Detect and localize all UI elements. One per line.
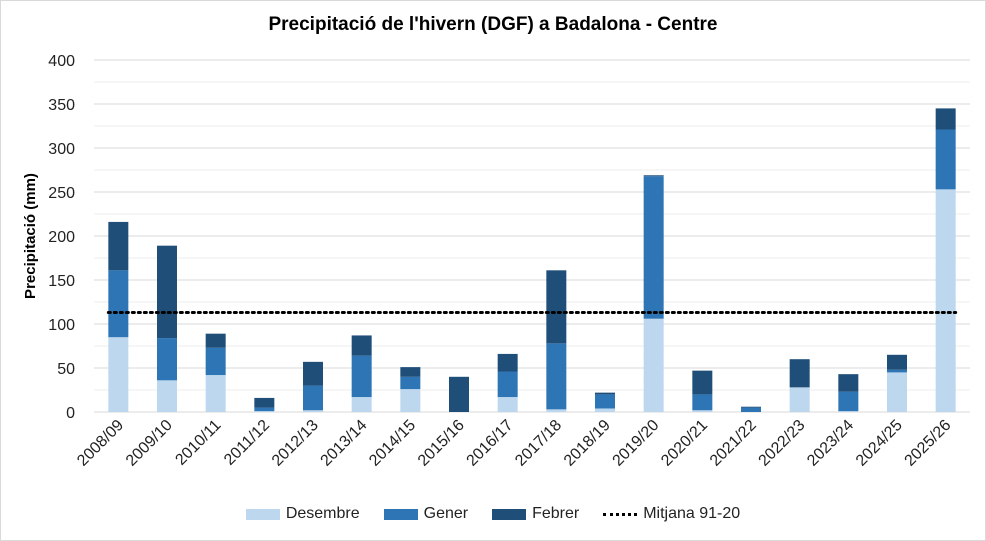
- bar-gener-2012-13: [303, 385, 323, 411]
- bar-desembre-2022-23: [789, 387, 810, 412]
- bar-febrer-2017-18: [546, 270, 567, 344]
- y-tick-label: 100: [48, 317, 75, 334]
- bar-febrer-2013-14: [351, 335, 372, 356]
- x-tick-label: 2024/25: [853, 417, 906, 470]
- x-tick-label: 2021/22: [707, 417, 760, 470]
- y-tick-label: 250: [48, 185, 75, 202]
- legend-label-desembre: Desembre: [285, 505, 360, 522]
- x-tick-label: 2012/13: [269, 417, 322, 470]
- y-tick-label: 300: [48, 141, 75, 158]
- legend-item-gener: Gener: [383, 505, 469, 523]
- bar-desembre-2016-17: [497, 397, 518, 412]
- y-tick-labels: 0 50 100 150 200 250 300 350 400: [48, 53, 75, 422]
- bar-gener-2020-21: [692, 394, 713, 411]
- bar-febrer-2024-25: [887, 354, 907, 370]
- bar-desembre-2020-21: [692, 410, 713, 412]
- x-tick-label: 2011/12: [221, 417, 273, 469]
- bar-desembre-2023-24: [838, 411, 859, 412]
- x-tick-label: 2016/17: [464, 417, 517, 470]
- bar-febrer-2018-19: [595, 392, 615, 395]
- legend-item-mitjana: Mitjana 91-20: [603, 505, 740, 523]
- bar-desembre-2013-14: [351, 397, 372, 412]
- bar-febrer-2014-15: [400, 367, 421, 377]
- bar-gener-2017-18: [546, 343, 567, 410]
- bar-febrer-2011-12: [254, 397, 275, 408]
- bar-febrer-2015-16: [449, 376, 469, 412]
- bar-febrer-2012-13: [303, 361, 323, 386]
- gridlines: [94, 59, 970, 413]
- legend-item-febrer: Febrer: [492, 505, 579, 523]
- bar-gener-2025-26: [935, 129, 956, 190]
- bar-desembre-2017-18: [546, 409, 567, 412]
- legend: Desembre Gener Febrer Mitjana 91-20: [0, 505, 986, 523]
- bar-febrer-2020-21: [692, 370, 713, 395]
- bar-desembre-2009-10: [157, 380, 177, 412]
- x-tick-label: 2017/18: [512, 417, 565, 470]
- bar-gener-2013-14: [351, 355, 372, 398]
- x-tick-label: 2022/23: [756, 417, 809, 470]
- legend-label-mitjana: Mitjana 91-20: [643, 505, 741, 522]
- bar-gener-2011-12: [254, 407, 275, 412]
- legend-swatch-gener: [383, 508, 418, 520]
- x-tick-label: 2025/26: [902, 417, 955, 470]
- legend-label-gener: Gener: [423, 505, 469, 522]
- legend-label-febrer: Febrer: [532, 505, 580, 522]
- y-tick-label: 350: [48, 97, 75, 114]
- bar-gener-2010-11: [205, 347, 226, 376]
- bar-desembre-2008-09: [108, 337, 129, 412]
- x-tick-label: 2019/20: [610, 417, 663, 470]
- x-tick-label: 2013/14: [318, 417, 371, 470]
- bar-desembre-2019-20: [643, 318, 664, 412]
- y-tick-label: 150: [48, 273, 75, 290]
- chart-title: Precipitació de l'hivern (DGF) a Badalon…: [268, 14, 718, 35]
- bar-desembre-2018-19: [595, 408, 615, 412]
- bar-gener-2024-25: [887, 369, 907, 373]
- bar-febrer-2016-17: [497, 353, 518, 372]
- bar-desembre-2011-12: [254, 411, 275, 412]
- bar-desembre-2010-11: [205, 375, 226, 412]
- bar-gener-2008-09: [108, 270, 129, 338]
- x-tick-label: 2015/16: [415, 417, 468, 470]
- x-tick-labels: 2008/092009/102010/112011/122012/132013/…: [74, 417, 954, 470]
- bar-desembre-2012-13: [303, 410, 323, 412]
- bar-gener-2018-19: [595, 394, 615, 409]
- bar-gener-2009-10: [157, 338, 177, 381]
- y-tick-label: 400: [48, 53, 75, 70]
- y-tick-label: 50: [57, 361, 75, 378]
- legend-swatch-mitjana: [603, 512, 638, 516]
- bar-febrer-2021-22: [741, 406, 761, 408]
- x-tick-label: 2014/15: [366, 417, 419, 470]
- x-tick-label: 2023/24: [804, 417, 857, 470]
- bar-febrer-2022-23: [789, 359, 810, 388]
- bars: [108, 108, 956, 412]
- x-tick-label: 2009/10: [123, 417, 176, 470]
- legend-swatch-febrer: [492, 508, 527, 520]
- bar-gener-2016-17: [497, 371, 518, 398]
- bar-desembre-2024-25: [887, 372, 907, 412]
- y-tick-label: 0: [66, 405, 75, 422]
- x-tick-label: 2020/21: [658, 417, 711, 470]
- bar-febrer-2009-10: [157, 245, 177, 339]
- x-tick-label: 2010/11: [172, 417, 224, 469]
- bar-febrer-2008-09: [108, 221, 129, 271]
- x-tick-label: 2008/09: [74, 417, 127, 470]
- bar-gener-2014-15: [400, 376, 421, 390]
- legend-item-desembre: Desembre: [245, 505, 360, 523]
- y-axis-label: Precipitació (mm): [22, 173, 39, 299]
- bar-gener-2021-22: [741, 407, 761, 412]
- y-tick-label: 200: [48, 229, 75, 246]
- bar-gener-2023-24: [838, 391, 859, 412]
- bar-desembre-2014-15: [400, 389, 421, 412]
- bar-desembre-2025-26: [935, 189, 956, 412]
- legend-swatch-desembre: [245, 508, 280, 520]
- bar-febrer-2025-26: [935, 108, 956, 130]
- bar-febrer-2019-20: [643, 175, 664, 177]
- x-tick-label: 2018/19: [561, 417, 614, 470]
- bar-febrer-2010-11: [205, 333, 226, 348]
- bar-febrer-2023-24: [838, 374, 859, 392]
- bar-gener-2019-20: [643, 176, 664, 319]
